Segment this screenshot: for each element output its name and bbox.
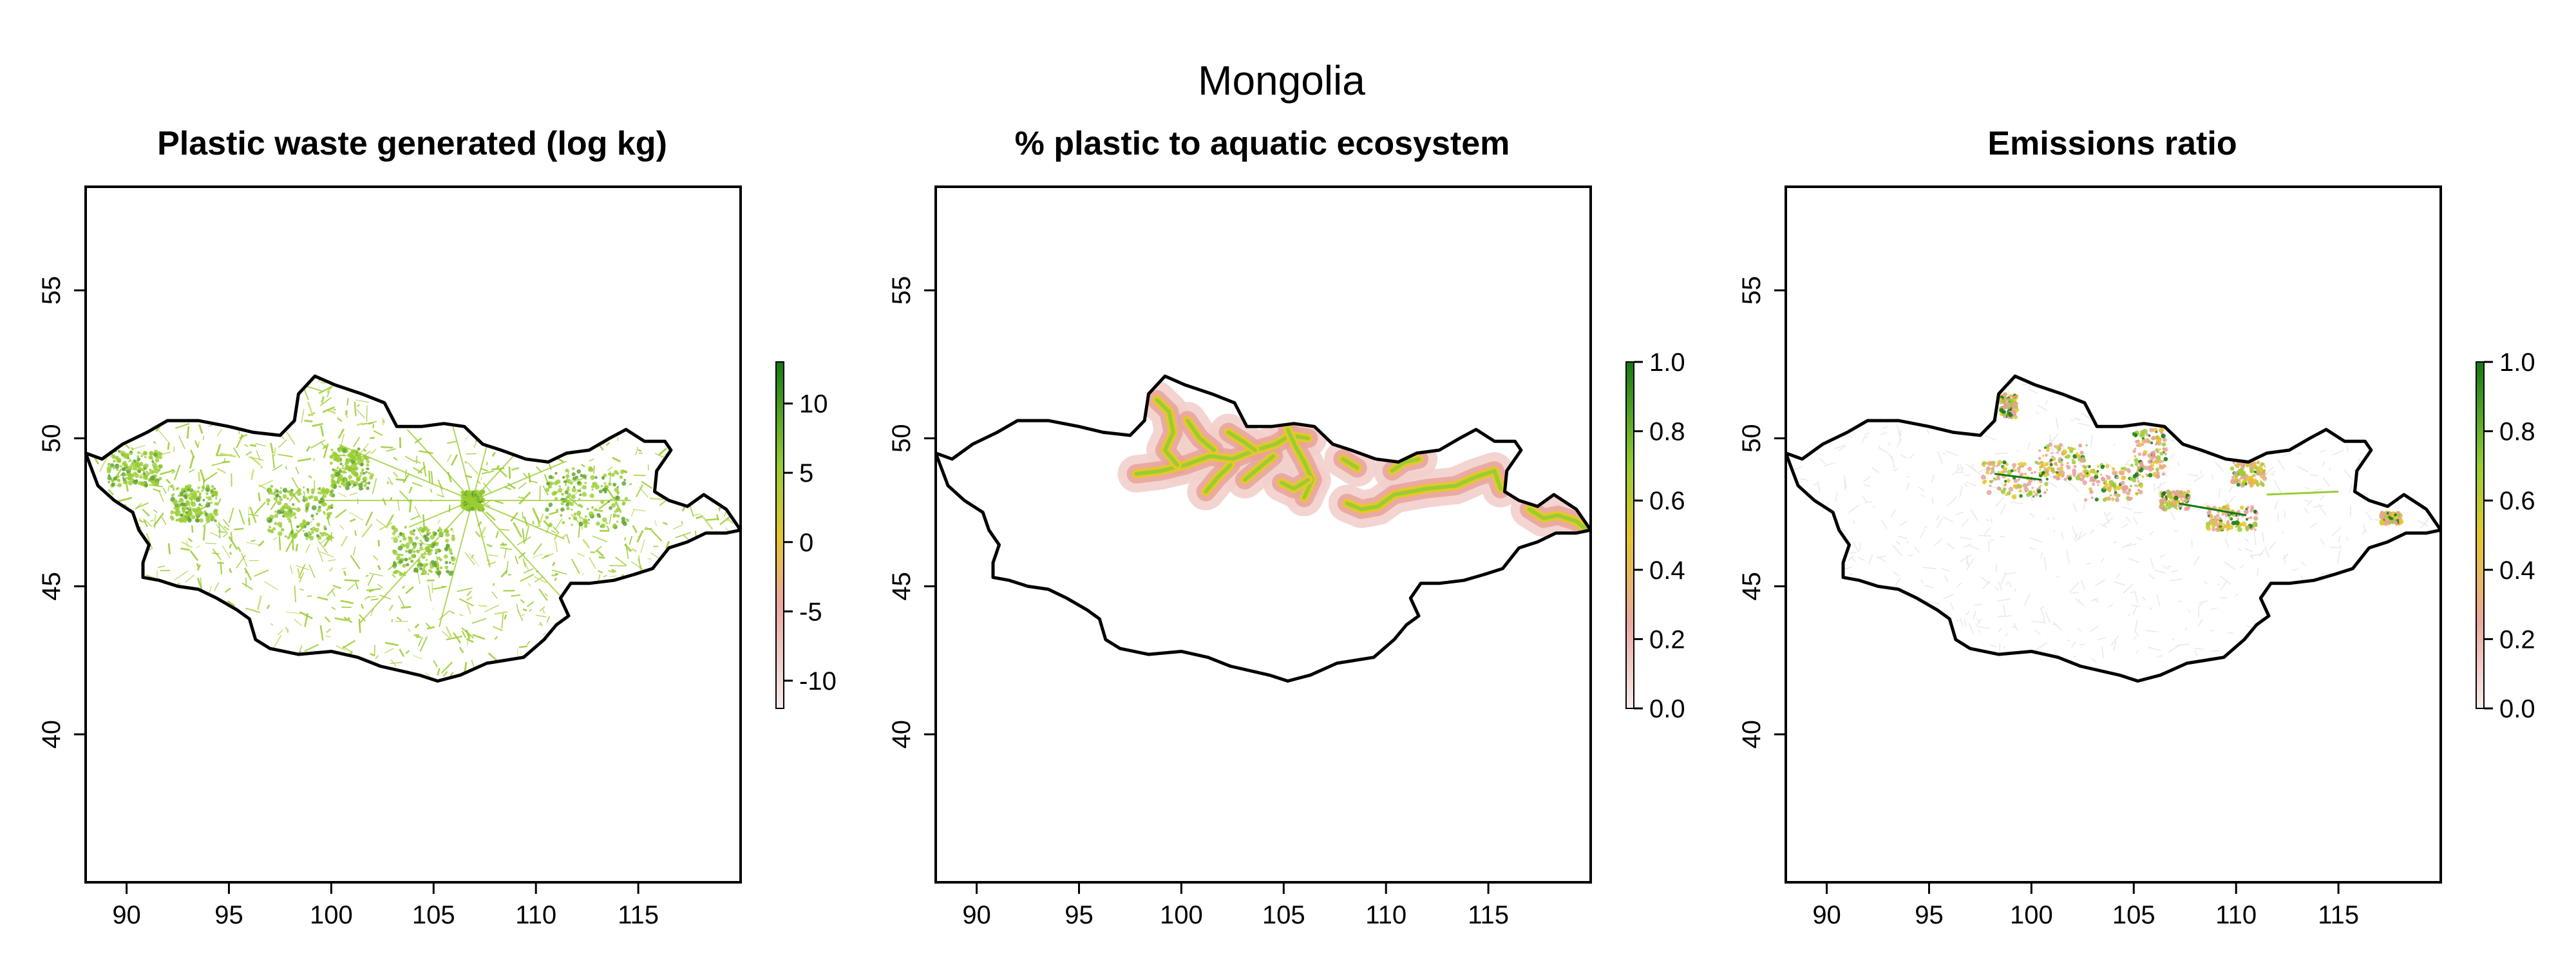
country-border [1786,374,2441,683]
x-tick-label: 90 [112,901,141,929]
colorbar-tick-label: 0.2 [1649,625,1685,654]
y-tick-label: 55 [37,276,66,305]
y-tick-label: 45 [887,572,916,601]
raster-layer [86,376,741,681]
x-tick-label: 100 [310,901,353,929]
x-tick-label: 105 [2112,901,2155,929]
y-tick-label: 50 [887,424,916,453]
x-tick-label: 105 [1262,901,1305,929]
colorbar [775,361,784,709]
country-border [936,374,1591,683]
x-tick-label: 95 [1915,901,1944,929]
panel-aquatic-percent: % plastic to aquatic ecosystem 90 95 100 10… [850,0,1687,966]
map-plot-svg: 90 95 100 105 110 115 40 45 50 55 1.0 0.8 0.6 0.4 0.2 0… [887,185,1685,929]
x-tick-label: 105 [412,901,455,929]
y-tick-label: 40 [1738,720,1766,749]
plot-frame [84,185,742,884]
panel-title: Emissions ratio [1987,125,2237,162]
colorbar [2476,361,2485,709]
figure-title: Mongolia [1198,57,1365,104]
colorbar-tick-label: 1.0 [2499,348,2535,377]
y-tick-label: 55 [1738,276,1766,305]
raster-layer [1117,381,1591,549]
x-tick-label: 90 [962,901,991,929]
y-tick-label: 45 [1738,572,1766,601]
x-tick-label: 95 [214,901,243,929]
country-border [86,374,741,683]
panel-title: % plastic to aquatic ecosystem [1014,125,1510,162]
colorbar-tick-label: 1.0 [1649,348,1685,377]
y-tick-label: 45 [37,572,66,601]
panel-title: Plastic waste generated (log kg) [157,125,667,162]
plot-frame [1785,185,2442,884]
colorbar-tick-label: 0.2 [2499,625,2535,654]
map-plot-svg: 90 95 100 105 110 115 40 45 50 55 1.0 0.8 0.6 0.4 0.2 0… [1738,185,2535,929]
colorbar-tick-label: 0.0 [1649,695,1685,723]
plot-frame [934,185,1592,884]
colorbar-tick-label: 0.0 [2499,695,2535,723]
colorbar-tick-label: 0 [799,529,813,557]
colorbar-tick-label: 0.8 [1649,418,1685,446]
colorbar-tick-label: 0.4 [2499,556,2535,585]
colorbar-tick-label: 5 [799,459,813,488]
x-tick-label: 100 [1160,901,1203,929]
panel-emissions-ratio: Emissions ratio 90 95 100 105 110 115 40 45 50 55… [1700,0,2537,966]
y-tick-label: 50 [37,424,66,453]
x-tick-label: 115 [618,901,659,929]
colorbar-tick-label: 0.8 [2499,418,2535,446]
colorbar-tick-label: 10 [799,390,828,419]
y-tick-label: 50 [1738,424,1766,453]
colorbar-tick-label: -5 [799,598,822,626]
colorbar [1625,361,1634,709]
colorbar-tick-label: 0.6 [2499,487,2535,515]
colorbar-tick-label: -10 [799,667,837,696]
y-tick-label: 40 [37,720,66,749]
y-tick-label: 40 [887,720,916,749]
x-tick-label: 110 [2215,901,2257,929]
panel-plastic-waste: Plastic waste generated (log kg) 90 95 100… [0,0,837,966]
x-tick-label: 90 [1812,901,1841,929]
x-tick-label: 110 [1365,901,1406,929]
x-tick-label: 110 [515,901,556,929]
x-tick-label: 115 [1468,901,1509,929]
x-tick-label: 95 [1065,901,1094,929]
x-tick-label: 100 [2010,901,2053,929]
colorbar-tick-label: 0.4 [1649,556,1685,585]
x-tick-label: 115 [2318,901,2359,929]
raster-layer [1786,376,2441,681]
y-tick-label: 55 [887,276,916,305]
colorbar-tick-label: 0.6 [1649,487,1685,515]
